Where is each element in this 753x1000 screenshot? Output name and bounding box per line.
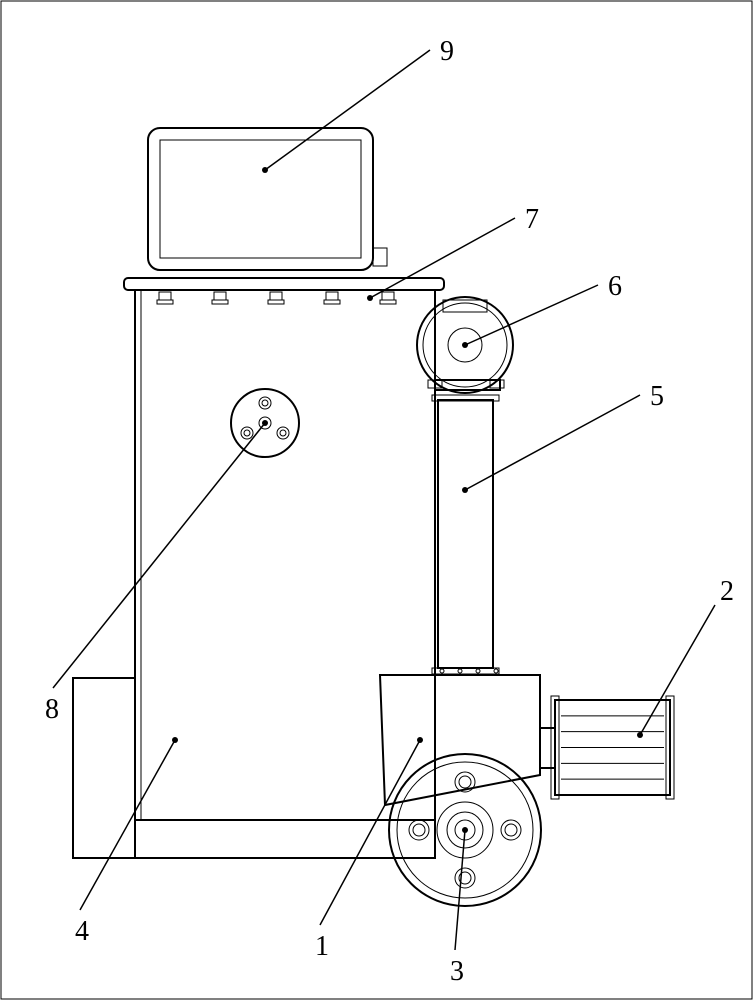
label-l9: 9	[440, 36, 454, 67]
leader-l4	[80, 740, 175, 910]
label-l4: 4	[75, 916, 89, 947]
label-l2: 2	[720, 576, 734, 607]
label-l5: 5	[650, 381, 664, 412]
label-l3: 3	[450, 956, 464, 987]
leader-l5	[465, 395, 640, 490]
label-l8: 8	[45, 694, 59, 725]
leader-l6	[465, 285, 598, 345]
label-l6: 6	[608, 271, 622, 302]
leader-l7	[370, 218, 515, 298]
main-body	[135, 290, 435, 820]
display-screen	[148, 128, 373, 270]
leader-l3	[455, 830, 465, 950]
label-l7: 7	[525, 204, 539, 235]
leader-l2	[640, 605, 715, 735]
label-l1: 1	[315, 931, 329, 962]
base-left	[73, 678, 135, 858]
leader-l9	[265, 50, 430, 170]
leader-l8	[53, 423, 265, 688]
technical-drawing: 9 7 6 5 2 8 4 1 3	[0, 0, 753, 1000]
leader-l1	[320, 740, 420, 925]
column	[438, 400, 493, 668]
